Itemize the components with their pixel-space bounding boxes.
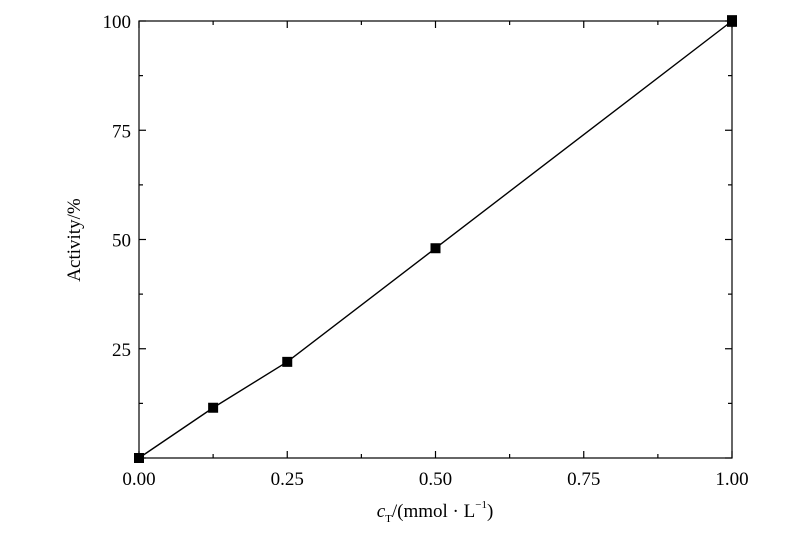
data-point	[208, 402, 219, 413]
x-axis-sub: T	[385, 513, 392, 525]
data-point	[430, 243, 441, 254]
data-point	[727, 16, 737, 26]
y-tick-label: 75	[112, 121, 131, 142]
x-axis-close: )	[487, 501, 493, 522]
data-point	[282, 356, 293, 367]
series-line	[138, 20, 733, 459]
x-axis-unit: /(mmol · L	[392, 501, 475, 522]
y-tick-label: 100	[103, 12, 132, 33]
x-tick-label: 0.50	[419, 469, 452, 490]
x-axis-sup: −1	[475, 499, 487, 511]
y-tick-label: 25	[112, 340, 131, 361]
x-tick-label: 1.00	[715, 469, 748, 490]
x-tick-label: 0.00	[122, 469, 155, 490]
y-axis-title: Activity/%	[64, 198, 85, 282]
plot-frame	[138, 20, 733, 459]
y-tick-label: 50	[112, 231, 131, 252]
x-tick-label: 0.25	[271, 469, 304, 490]
x-axis-var: c	[377, 501, 386, 522]
y-tick-labels: 25 50 75 100	[103, 12, 132, 361]
data-point	[134, 453, 144, 463]
axis-ticks	[138, 20, 733, 459]
series-layer	[134, 15, 737, 463]
x-tick-label: 0.75	[567, 469, 600, 490]
x-tick-labels: 0.00 0.25 0.50 0.75 1.00	[122, 469, 748, 490]
x-axis-title: cT/(mmol · L−1)	[377, 499, 494, 525]
